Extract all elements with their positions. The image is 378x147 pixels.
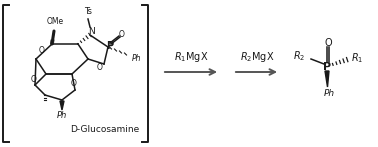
Polygon shape	[325, 71, 329, 87]
Text: $R_1$MgX: $R_1$MgX	[174, 50, 208, 64]
Text: O: O	[39, 46, 45, 55]
Text: $R_2$MgX: $R_2$MgX	[240, 50, 274, 64]
Text: Ph: Ph	[132, 54, 141, 62]
Text: O: O	[31, 75, 37, 83]
Text: Ph: Ph	[324, 88, 335, 97]
Text: P: P	[107, 41, 113, 51]
Text: P: P	[323, 62, 331, 72]
Text: Ph: Ph	[57, 111, 67, 120]
Text: D-Glucosamine: D-Glucosamine	[70, 125, 139, 133]
Text: O: O	[119, 30, 125, 39]
Text: $R_1$: $R_1$	[351, 51, 363, 65]
Text: O: O	[70, 78, 76, 87]
Text: N: N	[88, 26, 94, 35]
Polygon shape	[60, 101, 64, 110]
Text: O: O	[97, 62, 103, 71]
Text: $R_2$: $R_2$	[293, 49, 305, 63]
Text: Ts: Ts	[84, 7, 92, 16]
Text: OMe: OMe	[46, 17, 64, 26]
Text: O: O	[324, 38, 332, 48]
